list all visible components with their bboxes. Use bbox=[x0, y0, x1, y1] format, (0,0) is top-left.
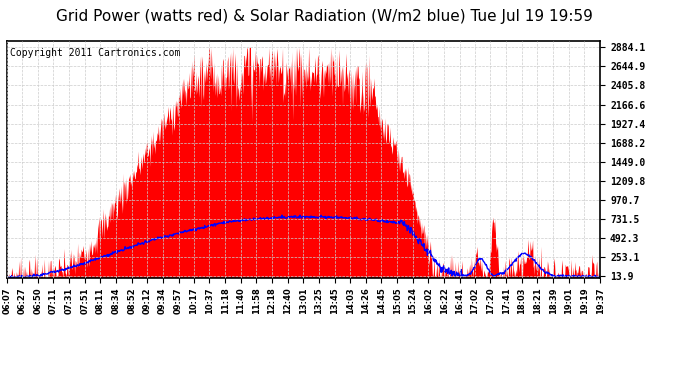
Text: Copyright 2011 Cartronics.com: Copyright 2011 Cartronics.com bbox=[10, 48, 180, 58]
Text: Grid Power (watts red) & Solar Radiation (W/m2 blue) Tue Jul 19 19:59: Grid Power (watts red) & Solar Radiation… bbox=[56, 9, 593, 24]
